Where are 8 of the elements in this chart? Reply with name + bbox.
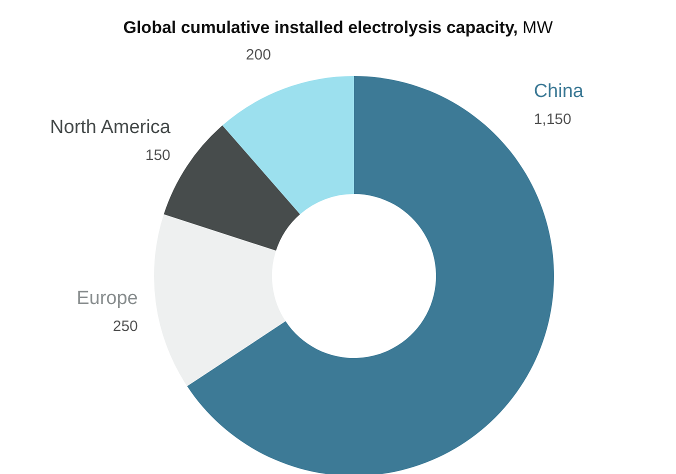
data-label: 250 [112, 318, 138, 336]
chart-title: Global cumulative installed electrolysis capacity, MW [123, 18, 553, 37]
slice-label: North America [50, 116, 171, 138]
data-label: 200 [246, 46, 271, 64]
slice-label: China [534, 80, 584, 102]
data-label: 1,150 [534, 110, 572, 128]
data-label: 150 [145, 146, 170, 164]
slice-label: Europe [76, 288, 138, 310]
